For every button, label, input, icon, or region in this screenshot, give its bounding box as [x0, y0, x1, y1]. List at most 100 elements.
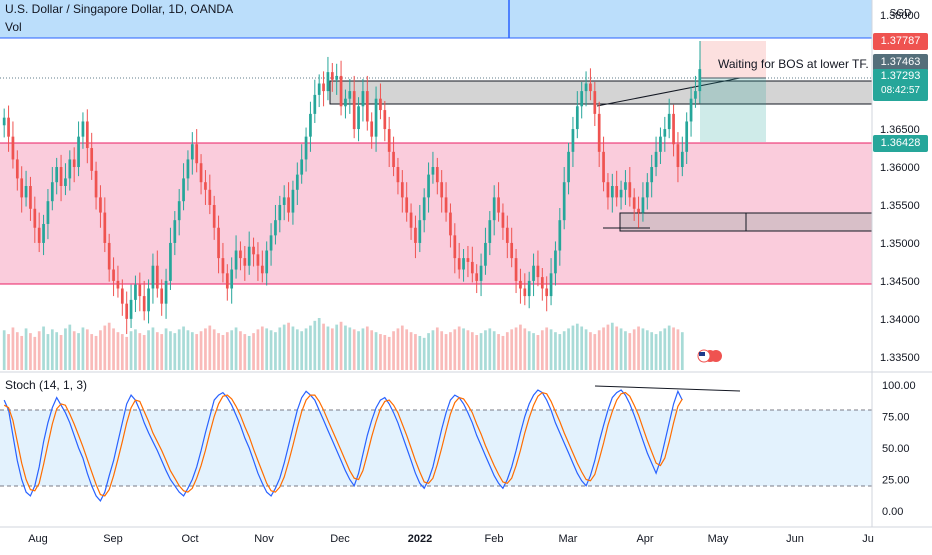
candle-body [444, 197, 448, 213]
volume-bar [234, 327, 238, 370]
volume-bar [597, 330, 601, 370]
candle-body [225, 273, 229, 289]
candle-body [164, 280, 168, 304]
volume-bar [610, 322, 614, 370]
candle-body [558, 220, 562, 251]
volume-bar [107, 322, 111, 370]
candle-body [554, 250, 557, 274]
volume-bar [125, 336, 129, 370]
volume-bar [46, 334, 50, 370]
volume-bar [357, 331, 360, 370]
candle-body [125, 303, 129, 319]
price-tag-red: 1.37787 [873, 33, 928, 50]
volume-bar [580, 326, 584, 370]
volume-bar [536, 335, 540, 370]
candle-body [155, 265, 159, 289]
candle-body [414, 227, 417, 243]
supply-zone [329, 80, 873, 105]
volume-bar [466, 330, 470, 370]
candle-body [405, 197, 409, 213]
candle-body [484, 242, 487, 266]
volume-bar [514, 327, 518, 370]
volume-bar [309, 325, 312, 370]
volume-bar [519, 324, 522, 370]
candle-body [457, 258, 461, 270]
flag-icon[interactable] [697, 349, 722, 363]
volume-bar [291, 326, 295, 370]
volume-bar [182, 326, 185, 370]
volume-bar [138, 333, 142, 370]
volume-bar [479, 333, 483, 370]
candle-body [2, 117, 6, 126]
volume-bar [112, 328, 115, 370]
candle-body [540, 277, 544, 289]
candle-body [99, 197, 102, 213]
time-tick-label: 2022 [408, 533, 432, 545]
candle-body [33, 208, 37, 228]
volume-bar [624, 331, 627, 370]
candle-body [462, 258, 465, 270]
countdown: 08:42:57 [881, 85, 920, 96]
volume-bar [322, 323, 325, 370]
volume-bar [116, 332, 120, 370]
candle-body [440, 182, 444, 198]
volume-bar [619, 328, 623, 370]
candle-body [387, 129, 391, 152]
price-tick-label: 1.38000 [880, 10, 920, 22]
volume-bar [440, 331, 444, 370]
chart-title: U.S. Dollar / Singapore Dollar, 1D, OAND… [5, 2, 234, 16]
volume-bar [221, 335, 225, 370]
volume-bar [282, 324, 286, 370]
candle-body [317, 83, 321, 95]
candle-body [339, 75, 343, 107]
candle-body [55, 167, 59, 183]
candle-body [348, 91, 352, 99]
volume-bar [190, 332, 194, 370]
volume-bar [641, 328, 645, 370]
current-price-tag: 1.37293 08:42:57 [873, 69, 928, 101]
volume-bar [593, 334, 597, 370]
candle-body [282, 197, 286, 205]
candle-body [190, 144, 194, 160]
candle-body [422, 197, 426, 221]
candle-body [466, 258, 470, 262]
volume-bar [370, 330, 374, 370]
volume-bar [208, 325, 212, 370]
volume-bar [462, 328, 465, 370]
volume-bar [59, 335, 63, 370]
candle-body [492, 197, 496, 221]
candle-body [689, 98, 693, 122]
volume-bar [672, 327, 675, 370]
candle-body [344, 98, 347, 107]
volume-bar [64, 328, 67, 370]
candle-body [624, 182, 627, 190]
candle-body [142, 296, 146, 312]
stoch-tick-label: 75.00 [882, 412, 910, 424]
volume-bar [151, 327, 155, 370]
candle-body [514, 258, 518, 281]
stoch-trend-line [594, 385, 741, 392]
time-tick-label: Mar [559, 533, 578, 545]
volume-bar [177, 329, 181, 370]
candle-body [120, 288, 124, 304]
candle-body [365, 91, 369, 122]
volume-bar [510, 329, 514, 370]
price-tick-label: 1.33500 [880, 352, 920, 364]
candle-body [672, 113, 675, 145]
candle-body [85, 121, 89, 149]
reward-box [700, 78, 766, 142]
candle-body [659, 136, 662, 152]
volume-bar [204, 328, 207, 370]
volume-bar [142, 335, 146, 370]
candle-body [352, 91, 356, 130]
time-tick-label: Ju [862, 533, 874, 545]
volume-bar [129, 331, 133, 370]
candle-body [628, 182, 632, 198]
volume-bar [269, 330, 273, 370]
stoch-tick-label: 25.00 [882, 475, 910, 487]
volume-bar [287, 322, 290, 370]
volume-bar [68, 324, 72, 370]
candle-body [151, 265, 155, 289]
volume-bar [164, 328, 168, 370]
